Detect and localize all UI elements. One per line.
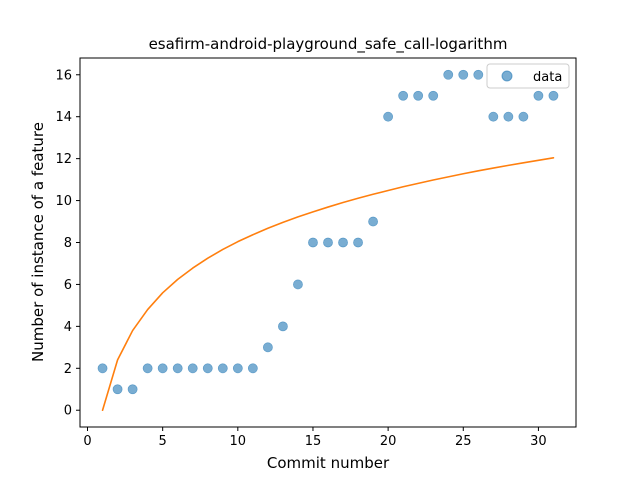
fit-line-layer (101, 157, 555, 412)
fit-line (101, 157, 555, 412)
y-tick-label: 4 (64, 320, 72, 335)
x-tick-label: 5 (159, 434, 167, 449)
data-point (278, 321, 288, 332)
data-point (202, 363, 213, 374)
data-point (398, 90, 409, 101)
legend: data (486, 63, 570, 89)
data-point (353, 237, 363, 248)
data-point (503, 111, 514, 122)
data-point (458, 69, 469, 80)
data-point (247, 363, 258, 374)
data-point (232, 363, 243, 374)
x-tick-label: 30 (530, 434, 547, 449)
data-point (293, 279, 303, 290)
data-point (518, 111, 529, 122)
x-axis-ticks: 0 5 10 15 20 25 30 (83, 427, 547, 449)
data-point (338, 237, 348, 248)
x-tick-label: 15 (305, 434, 322, 449)
data-point (112, 384, 123, 395)
data-point (413, 90, 424, 101)
data-point (533, 90, 544, 101)
data-point (308, 237, 318, 248)
y-tick-label: 12 (55, 152, 72, 167)
y-tick-label: 8 (64, 236, 72, 251)
data-point (323, 237, 333, 248)
plot-frame (79, 57, 577, 428)
y-axis-ticks: 0 2 4 6 8 10 12 14 16 (55, 68, 80, 419)
data-point (217, 363, 228, 374)
data-point (142, 363, 153, 374)
data-point (97, 363, 108, 374)
y-tick-label: 14 (55, 110, 72, 125)
y-tick-label: 2 (64, 362, 72, 377)
data-point (368, 216, 378, 227)
y-tick-label: 16 (55, 68, 72, 83)
data-point (488, 111, 499, 122)
data-point (127, 384, 138, 395)
x-tick-label: 10 (230, 434, 247, 449)
data-point (383, 111, 394, 122)
legend-box (486, 63, 570, 89)
y-tick-label: 0 (64, 404, 72, 419)
data-point (262, 342, 273, 353)
x-axis-label: Commit number (267, 454, 390, 472)
legend-label-data: data (533, 70, 562, 85)
x-tick-label: 0 (83, 434, 91, 449)
data-point (548, 90, 559, 101)
data-point (428, 90, 439, 101)
x-tick-label: 20 (380, 434, 397, 449)
data-point (187, 363, 198, 374)
data-point (443, 69, 454, 80)
y-tick-label: 6 (64, 278, 72, 293)
data-point (473, 69, 484, 80)
y-tick-label: 10 (55, 194, 72, 209)
data-points-layer (97, 69, 559, 395)
chart-title: esafirm-android-playground_safe_call-log… (149, 35, 508, 54)
data-point (172, 363, 183, 374)
y-axis-label: Number of instance of a feature (29, 122, 47, 362)
legend-marker-data (501, 70, 513, 82)
data-point (157, 363, 168, 374)
x-tick-label: 25 (455, 434, 472, 449)
